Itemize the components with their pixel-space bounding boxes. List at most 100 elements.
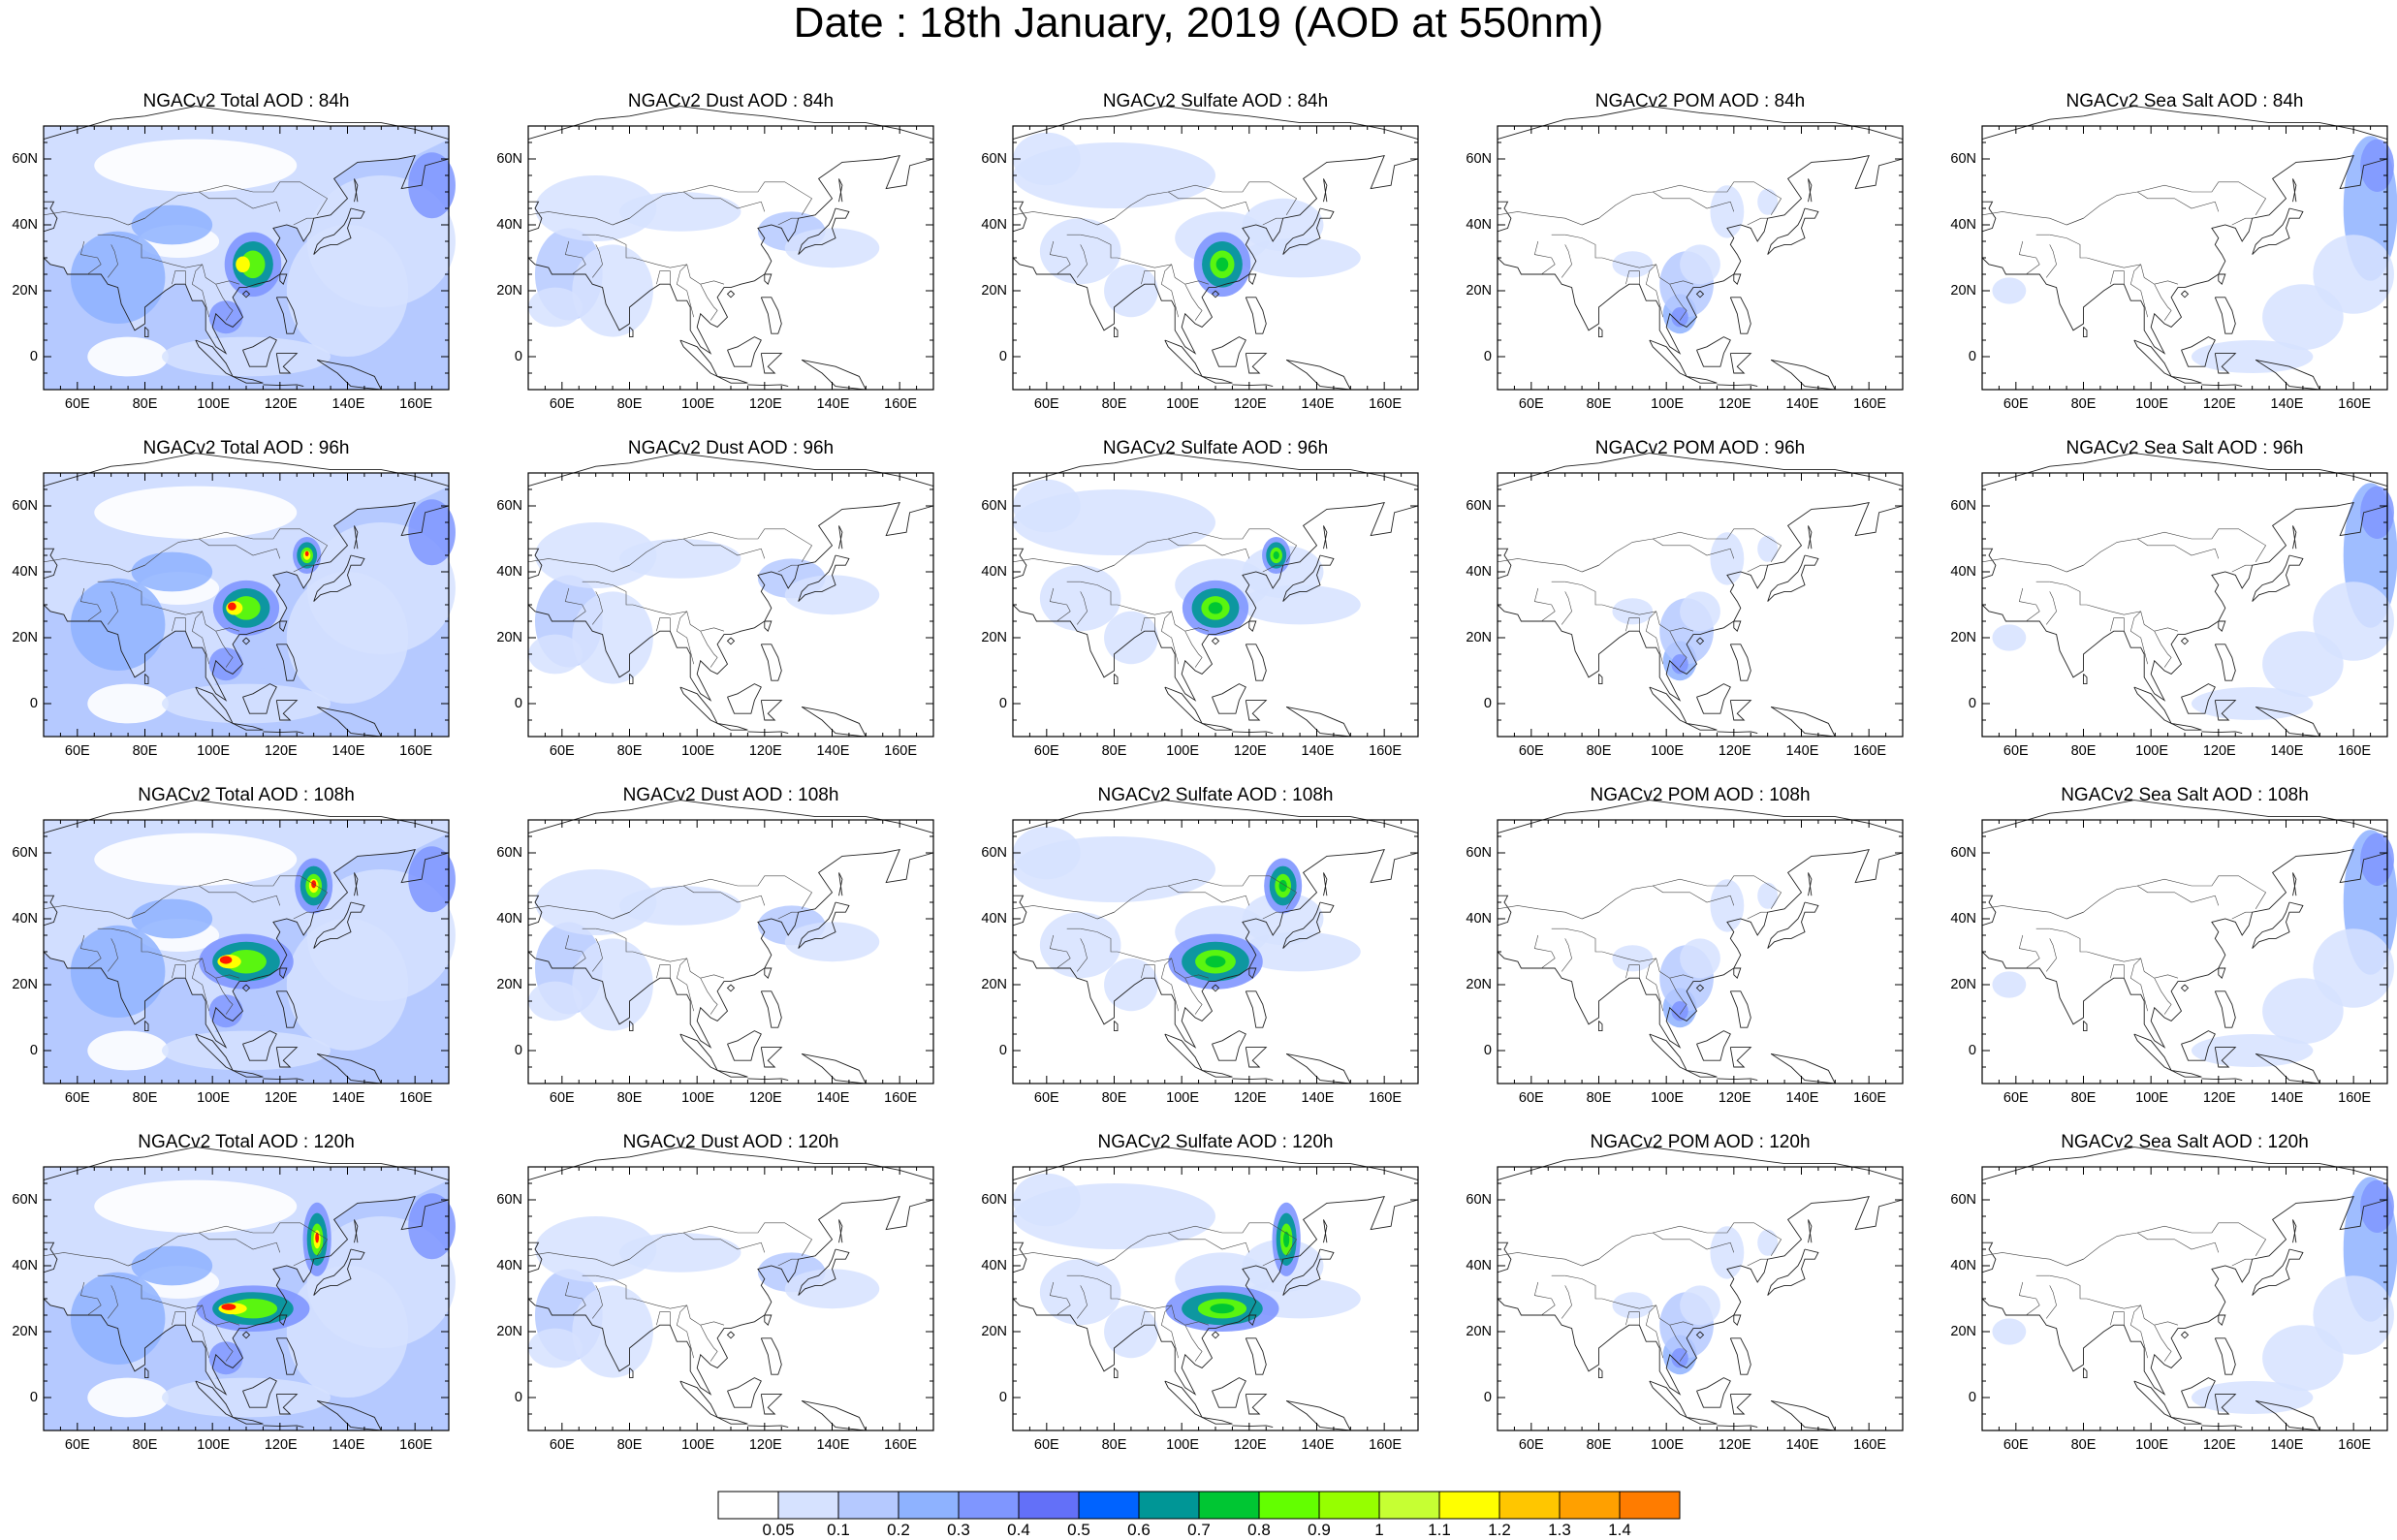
colorbar-swatch bbox=[1318, 1491, 1380, 1520]
country-border bbox=[777, 1258, 799, 1267]
map-panel-seasalt bbox=[1981, 106, 2397, 391]
coastline bbox=[1212, 683, 1246, 714]
coastline bbox=[2214, 1337, 2236, 1375]
coastline bbox=[1767, 1248, 1819, 1296]
aod-blob bbox=[1104, 958, 1158, 1012]
x-tick-label: 160E bbox=[1369, 1090, 1403, 1106]
x-tick-label: 120E bbox=[748, 743, 782, 759]
coastline bbox=[1164, 686, 1204, 725]
aod-blob bbox=[2313, 1275, 2394, 1355]
map-panel-seasalt bbox=[1981, 1147, 2397, 1431]
country-border bbox=[527, 875, 813, 920]
aod-blob bbox=[131, 551, 213, 592]
country-border bbox=[1625, 964, 1640, 979]
coastline bbox=[242, 336, 277, 367]
coastline bbox=[43, 1195, 450, 1396]
country-border bbox=[293, 1258, 314, 1267]
coastline bbox=[760, 1047, 783, 1068]
country-border bbox=[110, 1274, 240, 1326]
coastline bbox=[1012, 154, 1419, 355]
coastline bbox=[2292, 525, 2297, 550]
country-border bbox=[1012, 181, 1298, 226]
country-border bbox=[2231, 1258, 2253, 1267]
aod-blob bbox=[1992, 624, 2027, 651]
country-border bbox=[43, 528, 329, 573]
country-border bbox=[1653, 1232, 1735, 1253]
coastline bbox=[1729, 1337, 1751, 1375]
x-tick-label: 80E bbox=[2070, 396, 2097, 412]
x-tick-label: 80E bbox=[2070, 743, 2097, 759]
country-border bbox=[1981, 181, 2267, 226]
country-border bbox=[1076, 244, 1088, 278]
country-border bbox=[591, 938, 603, 972]
coastline bbox=[1245, 353, 1268, 374]
panel-title: NGACv2 Sulfate AOD : 84h bbox=[1102, 91, 1329, 111]
coastline bbox=[1981, 848, 2388, 1049]
y-tick-label: 20N bbox=[496, 1324, 522, 1339]
country-border bbox=[1012, 1222, 1298, 1267]
country-border bbox=[612, 1258, 630, 1267]
coastline bbox=[241, 1331, 251, 1339]
coastline bbox=[1232, 1078, 1274, 1082]
panel-title: NGACv2 Sulfate AOD : 108h bbox=[1097, 785, 1334, 805]
aod-hotspot bbox=[232, 596, 261, 620]
coastline bbox=[727, 1377, 762, 1408]
coastline bbox=[195, 1033, 235, 1072]
x-tick-label: 80E bbox=[1586, 396, 1612, 412]
x-tick-label: 100E bbox=[197, 1090, 231, 1106]
coastline bbox=[1248, 273, 1257, 286]
coastline bbox=[727, 683, 762, 714]
coastline bbox=[1649, 686, 1688, 725]
colorbar-swatch bbox=[1438, 1491, 1500, 1520]
coastline bbox=[354, 525, 359, 550]
country-border bbox=[1981, 875, 2267, 920]
x-tick-label: 140E bbox=[2270, 1090, 2304, 1106]
country-border bbox=[1096, 564, 1115, 573]
aod-clear-region bbox=[87, 683, 169, 724]
country-border bbox=[1168, 885, 1250, 906]
coastline bbox=[1808, 1219, 1813, 1243]
coastline bbox=[2214, 990, 2236, 1028]
coastline bbox=[2292, 178, 2297, 203]
aod-blob bbox=[1013, 132, 1081, 186]
aod-blob bbox=[2262, 1325, 2344, 1392]
coastline bbox=[726, 984, 736, 992]
country-border bbox=[199, 885, 281, 906]
coastline bbox=[1211, 1331, 1220, 1339]
x-tick-label: 100E bbox=[1651, 1090, 1685, 1106]
aod-blob bbox=[534, 1216, 657, 1282]
aod-blob bbox=[408, 152, 456, 219]
coastline bbox=[1012, 201, 1027, 233]
coastline bbox=[2218, 273, 2226, 286]
y-tick-label: 0 bbox=[998, 349, 1007, 364]
coastline bbox=[2083, 327, 2088, 338]
aod-blob bbox=[161, 336, 331, 377]
country-border bbox=[1561, 1285, 1572, 1319]
country-border bbox=[1497, 1222, 1782, 1267]
country-border bbox=[1645, 264, 1663, 318]
colorbar-swatch bbox=[1258, 1491, 1320, 1520]
panel-title: NGACv2 Dust AOD : 120h bbox=[622, 1132, 839, 1152]
country-border bbox=[110, 927, 240, 979]
country-border bbox=[1141, 964, 1155, 979]
x-tick-label: 140E bbox=[816, 743, 850, 759]
coastline bbox=[275, 990, 298, 1028]
coastline bbox=[726, 290, 736, 299]
coastline bbox=[275, 644, 298, 681]
x-tick-label: 140E bbox=[2270, 396, 2304, 412]
country-border bbox=[1160, 1304, 1179, 1359]
x-tick-label: 80E bbox=[1101, 396, 1127, 412]
coastline bbox=[760, 353, 783, 374]
country-border bbox=[1049, 587, 1071, 622]
coastline bbox=[527, 800, 934, 834]
country-border bbox=[199, 1232, 281, 1253]
country-border bbox=[676, 1304, 694, 1359]
coastline bbox=[1695, 984, 1705, 992]
country-border bbox=[2129, 958, 2148, 1012]
coastline bbox=[1323, 178, 1328, 203]
coastline bbox=[1733, 620, 1742, 633]
coastline bbox=[2252, 207, 2304, 255]
y-tick-label: 20N bbox=[1950, 630, 1976, 645]
country-border bbox=[1669, 284, 1687, 321]
country-border bbox=[2066, 217, 2084, 226]
